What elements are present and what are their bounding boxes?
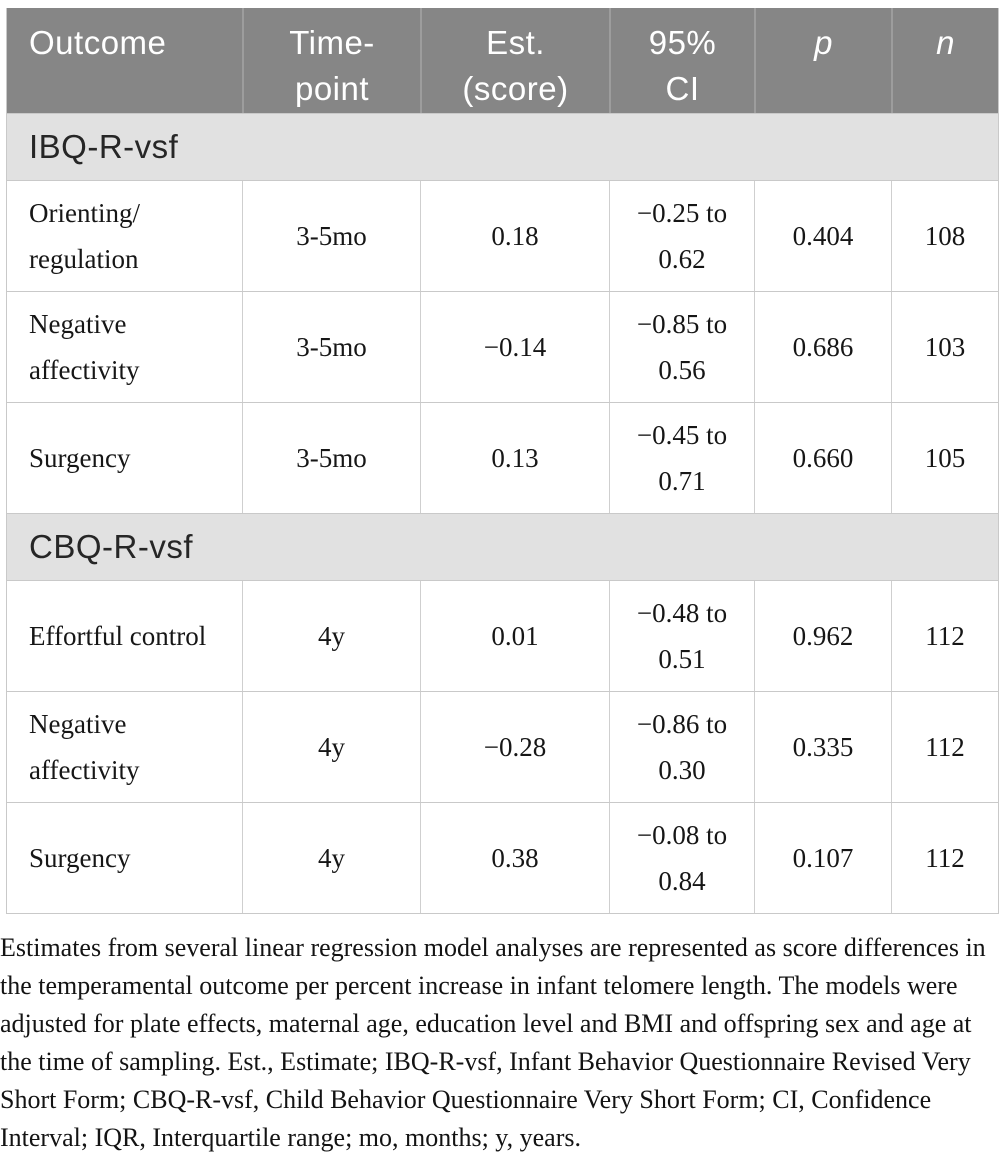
cell-timepoint: 4y bbox=[242, 803, 420, 913]
cell-estimate: 0.01 bbox=[420, 581, 609, 691]
table-footnote: Estimates from several linear regression… bbox=[0, 933, 986, 1152]
cell-outcome: Orienting/ regulation bbox=[29, 198, 140, 274]
table-row-orienting-regulation: Orienting/ regulation 3-5mo 0.18 −0.25 t… bbox=[7, 181, 998, 291]
cell-ci: −0.85 to 0.56 bbox=[609, 292, 754, 402]
cell-outcome: Negative affectivity bbox=[29, 709, 140, 785]
column-header-n: n bbox=[891, 8, 998, 113]
cell-outcome: Effortful control bbox=[29, 621, 207, 651]
cell-estimate: −0.14 bbox=[420, 292, 609, 402]
cell-p-value: 0.404 bbox=[754, 181, 891, 291]
cell-n: 103 bbox=[891, 292, 998, 402]
column-header-estimate: Est. (score) bbox=[420, 8, 609, 113]
cell-n: 105 bbox=[891, 403, 998, 513]
cell-estimate: 0.18 bbox=[420, 181, 609, 291]
cell-ci: −0.08 to 0.84 bbox=[609, 803, 754, 913]
section-label: CBQ-R-vsf bbox=[29, 528, 193, 565]
column-header-p: p bbox=[754, 8, 891, 113]
cell-timepoint: 3-5mo bbox=[242, 181, 420, 291]
cell-timepoint: 3-5mo bbox=[242, 403, 420, 513]
cell-ci: −0.45 to 0.71 bbox=[609, 403, 754, 513]
cell-p-value: 0.962 bbox=[754, 581, 891, 691]
cell-outcome: Surgency bbox=[29, 443, 131, 473]
cell-ci: −0.25 to 0.62 bbox=[609, 181, 754, 291]
table-header-row: Outcome Time- point Est. (score) 95% CI … bbox=[7, 8, 998, 113]
column-header-timepoint: Time- point bbox=[242, 8, 420, 113]
cell-timepoint: 3-5mo bbox=[242, 292, 420, 402]
table-row-surgency-cbq: Surgency 4y 0.38 −0.08 to 0.84 0.107 112 bbox=[7, 802, 998, 913]
cell-n: 112 bbox=[891, 803, 998, 913]
column-header-ci: 95% CI bbox=[609, 8, 754, 113]
table-row-negative-affectivity-cbq: Negative affectivity 4y −0.28 −0.86 to 0… bbox=[7, 691, 998, 802]
cell-p-value: 0.686 bbox=[754, 292, 891, 402]
results-table: Outcome Time- point Est. (score) 95% CI … bbox=[6, 8, 999, 914]
cell-outcome: Negative affectivity bbox=[29, 309, 140, 385]
cell-p-value: 0.335 bbox=[754, 692, 891, 802]
table-row-negative-affectivity-ibq: Negative affectivity 3-5mo −0.14 −0.85 t… bbox=[7, 291, 998, 402]
table-row-effortful-control: Effortful control 4y 0.01 −0.48 to 0.51 … bbox=[7, 581, 998, 691]
cell-timepoint: 4y bbox=[242, 581, 420, 691]
cell-estimate: 0.13 bbox=[420, 403, 609, 513]
section-header-cbq-r-vsf: CBQ-R-vsf bbox=[7, 513, 998, 581]
column-header-outcome: Outcome bbox=[29, 24, 167, 61]
cell-p-value: 0.107 bbox=[754, 803, 891, 913]
cell-p-value: 0.660 bbox=[754, 403, 891, 513]
cell-estimate: 0.38 bbox=[420, 803, 609, 913]
table-row-surgency-ibq: Surgency 3-5mo 0.13 −0.45 to 0.71 0.660 … bbox=[7, 402, 998, 513]
cell-estimate: −0.28 bbox=[420, 692, 609, 802]
cell-n: 108 bbox=[891, 181, 998, 291]
cell-n: 112 bbox=[891, 581, 998, 691]
cell-n: 112 bbox=[891, 692, 998, 802]
cell-outcome: Surgency bbox=[29, 843, 131, 873]
section-label: IBQ-R-vsf bbox=[29, 128, 179, 165]
cell-timepoint: 4y bbox=[242, 692, 420, 802]
section-header-ibq-r-vsf: IBQ-R-vsf bbox=[7, 113, 998, 181]
cell-ci: −0.48 to 0.51 bbox=[609, 581, 754, 691]
cell-ci: −0.86 to 0.30 bbox=[609, 692, 754, 802]
